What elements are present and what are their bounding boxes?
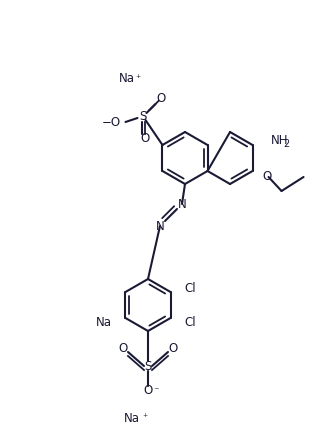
Text: 2: 2 — [284, 139, 290, 149]
Text: ⁻: ⁻ — [153, 386, 159, 396]
Text: Na: Na — [95, 315, 112, 328]
Text: −O: −O — [101, 116, 120, 128]
Text: NH: NH — [270, 134, 288, 148]
Text: O: O — [141, 133, 150, 145]
Text: Cl: Cl — [184, 282, 196, 294]
Text: ⁺: ⁺ — [142, 413, 147, 423]
Text: Na: Na — [118, 73, 134, 85]
Text: O: O — [118, 342, 128, 354]
Text: Cl: Cl — [184, 315, 196, 328]
Text: S: S — [139, 110, 146, 124]
Text: ⁺: ⁺ — [135, 74, 141, 84]
Text: N: N — [156, 219, 165, 233]
Text: O: O — [262, 170, 272, 184]
Text: O: O — [168, 342, 178, 354]
Text: S: S — [144, 360, 152, 372]
Text: N: N — [178, 198, 186, 211]
Text: Na: Na — [124, 411, 140, 424]
Text: O: O — [143, 385, 153, 398]
Text: O: O — [157, 92, 166, 106]
